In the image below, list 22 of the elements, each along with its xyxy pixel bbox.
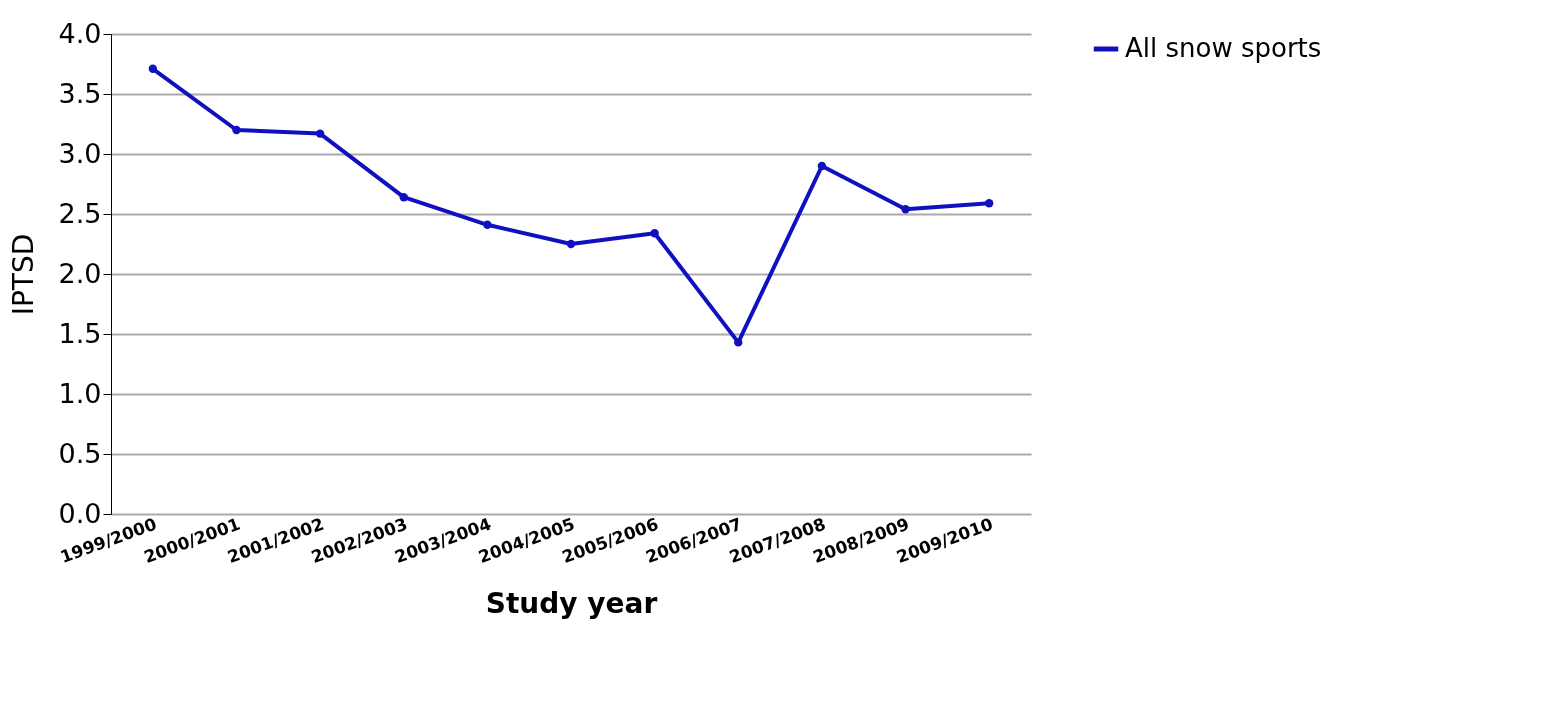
point — [985, 199, 994, 208]
point — [901, 205, 910, 214]
point — [650, 229, 659, 238]
point — [483, 220, 492, 229]
point — [315, 129, 325, 138]
y-tick-label: 2.0 — [58, 257, 102, 289]
point — [148, 64, 157, 73]
point — [566, 239, 576, 249]
point — [734, 338, 743, 347]
y-tick-label: 0.5 — [58, 437, 102, 469]
y-tick-label: 4.0 — [58, 17, 102, 49]
x-axis-title: Study year — [485, 587, 658, 621]
y-tick-label: 2.5 — [58, 197, 102, 229]
y-tick-label: 3.5 — [58, 77, 102, 109]
y-tick-label: 1.5 — [58, 317, 102, 349]
y-tick-label: 1.0 — [58, 377, 102, 409]
y-axis-title: IPTSD — [6, 233, 40, 316]
point — [817, 161, 827, 171]
y-tick-label: 3.0 — [58, 137, 102, 169]
legend-label: All snow sports — [1125, 33, 1322, 63]
point — [399, 193, 408, 202]
point — [232, 125, 241, 135]
